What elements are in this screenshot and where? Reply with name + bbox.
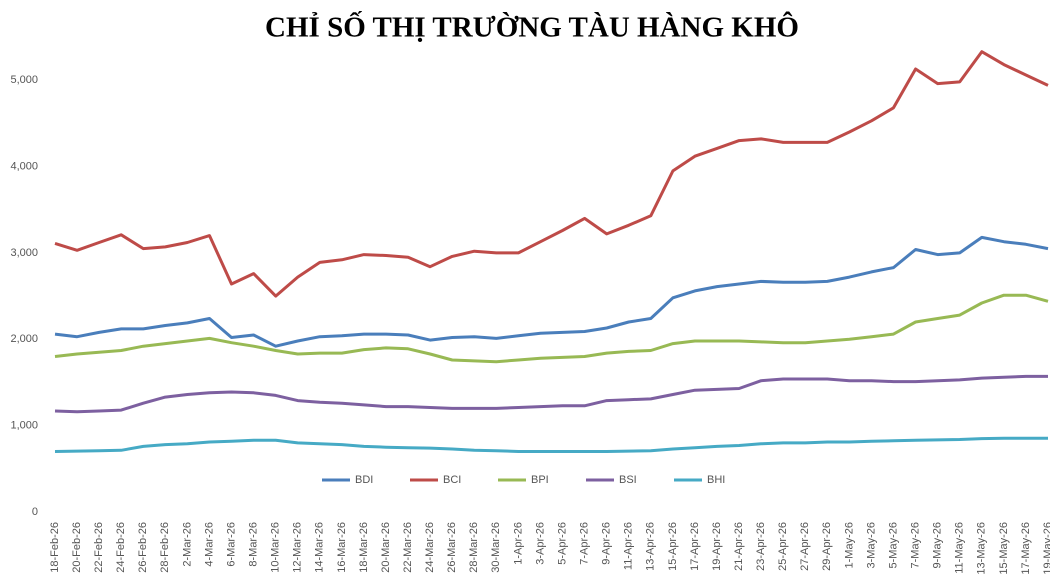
x-tick-label: 12-Mar-26 bbox=[292, 522, 304, 573]
y-tick-label: 0 bbox=[32, 506, 38, 518]
y-tick-label: 3,000 bbox=[10, 247, 38, 259]
x-tick-label: 11-Apr-26 bbox=[623, 522, 635, 570]
x-tick-label: 5-Apr-26 bbox=[556, 522, 568, 565]
chart-title: CHỈ SỐ THỊ TRƯỜNG TÀU HÀNG KHÔ bbox=[265, 10, 799, 44]
x-tick-label: 5-May-26 bbox=[887, 522, 899, 568]
series-line bbox=[54, 50, 1049, 298]
x-tick-label: 13-May-26 bbox=[976, 522, 988, 575]
x-tick-label: 13-Apr-26 bbox=[645, 522, 657, 571]
series-line bbox=[54, 235, 1049, 348]
x-tick-label: 1-May-26 bbox=[843, 522, 855, 568]
x-tick-label: 4-Mar-26 bbox=[203, 522, 215, 567]
x-tick-label: 22-Feb-26 bbox=[93, 522, 105, 573]
x-tick-label: 20-Feb-26 bbox=[71, 522, 83, 573]
y-tick-label: 2,000 bbox=[10, 333, 38, 345]
x-tick-label: 17-May-26 bbox=[1020, 522, 1032, 575]
x-tick-label: 3-Apr-26 bbox=[534, 522, 546, 565]
legend-label: BPI bbox=[531, 474, 549, 486]
x-tick-label: 18-Feb-26 bbox=[49, 522, 61, 573]
y-tick-label: 4,000 bbox=[10, 160, 38, 172]
x-tick-label: 9-Apr-26 bbox=[601, 522, 613, 565]
series-line bbox=[54, 374, 1048, 414]
x-tick-label: 10-Mar-26 bbox=[270, 522, 282, 573]
x-tick-label: 25-Apr-26 bbox=[777, 522, 789, 571]
x-tick-label: 17-Apr-26 bbox=[689, 522, 701, 571]
x-tick-label: 3-May-26 bbox=[865, 522, 877, 568]
x-tick-label: 30-Mar-26 bbox=[490, 522, 502, 573]
x-tick-label: 23-Apr-26 bbox=[755, 522, 767, 571]
x-tick-label: 16-Mar-26 bbox=[336, 522, 348, 573]
legend-label: BDI bbox=[355, 474, 373, 486]
x-tick-label: 28-Feb-26 bbox=[159, 522, 171, 573]
x-tick-label: 1-Apr-26 bbox=[512, 522, 524, 565]
x-tick-label: 21-Apr-26 bbox=[733, 522, 745, 571]
y-tick-label: 1,000 bbox=[10, 420, 38, 432]
x-tick-label: 29-Apr-26 bbox=[821, 522, 833, 571]
x-tick-label: 7-May-26 bbox=[910, 522, 922, 568]
x-tick-label: 15-Apr-26 bbox=[667, 522, 679, 571]
x-tick-label: 14-Mar-26 bbox=[314, 522, 326, 573]
x-tick-label: 22-Mar-26 bbox=[402, 522, 414, 573]
x-tick-label: 11-May-26 bbox=[954, 522, 966, 574]
x-tick-label: 26-Feb-26 bbox=[137, 522, 149, 573]
series-line bbox=[54, 436, 1048, 453]
x-tick-label: 15-May-26 bbox=[998, 522, 1010, 575]
x-tick-label: 2-Mar-26 bbox=[181, 522, 193, 567]
legend-label: BHI bbox=[707, 474, 725, 486]
x-tick-label: 19-May-26 bbox=[1042, 522, 1050, 575]
x-tick-label: 9-May-26 bbox=[932, 522, 944, 568]
x-tick-label: 24-Feb-26 bbox=[115, 522, 127, 573]
x-tick-label: 6-Mar-26 bbox=[225, 522, 237, 567]
x-tick-label: 20-Mar-26 bbox=[380, 522, 392, 573]
x-tick-label: 7-Apr-26 bbox=[579, 522, 591, 565]
legend-label: BSI bbox=[619, 474, 637, 486]
x-tick-label: 18-Mar-26 bbox=[358, 522, 370, 573]
series-line bbox=[54, 293, 1049, 364]
legend-label: BCI bbox=[443, 474, 461, 486]
x-tick-label: 8-Mar-26 bbox=[248, 522, 260, 567]
x-tick-label: 27-Apr-26 bbox=[799, 522, 811, 571]
y-tick-label: 5,000 bbox=[10, 74, 38, 86]
x-tick-label: 26-Mar-26 bbox=[446, 522, 458, 573]
x-tick-label: 28-Mar-26 bbox=[468, 522, 480, 573]
x-tick-label: 19-Apr-26 bbox=[711, 522, 723, 571]
x-tick-label: 24-Mar-26 bbox=[424, 522, 436, 573]
